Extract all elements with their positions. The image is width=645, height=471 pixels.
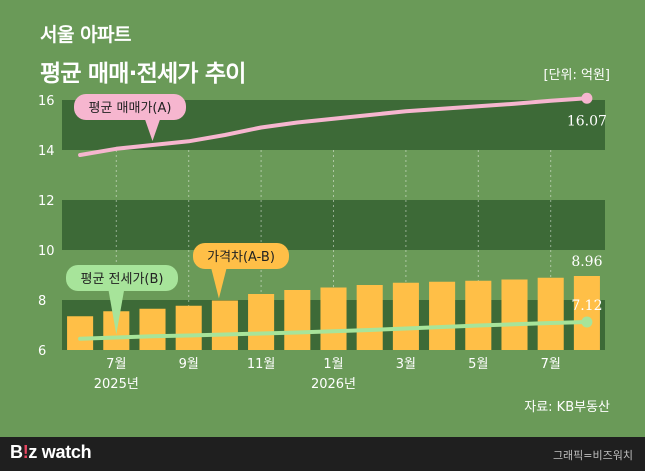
sale-price-callout-pointer — [144, 118, 161, 141]
x-tick-label: 7월 — [541, 357, 561, 372]
sale-price-end-label: 16.07 — [567, 113, 607, 129]
sale-price-callout-text: 평균 매매가(A) — [89, 101, 172, 116]
jeonse-price-end-label: 7.12 — [571, 298, 602, 314]
bar-gap-2026-06 — [501, 279, 528, 350]
logo-watch: watch — [37, 442, 92, 462]
bar-gap-2026-02 — [356, 285, 383, 350]
grid-band-1 — [62, 200, 605, 250]
bar-gap-2026-05 — [465, 280, 492, 350]
jeonse-price-callout-pointer — [108, 289, 125, 335]
bar-gap-2026-08 — [573, 276, 600, 350]
chart-title-line1: 서울 아파트 — [40, 24, 132, 46]
x-tick-label: 11월 — [247, 357, 276, 372]
jeonse-price-line-end-marker — [581, 316, 593, 328]
x-tick-label: 9월 — [179, 357, 199, 372]
source-label: 자료: KB부동산 — [524, 400, 610, 415]
chart-area: 6 8 10 12 14 16 16.07 8.96 7.12 평균 매매가(A) 가격차(A-B)… — [38, 92, 607, 392]
bar-gap-2025-12 — [284, 290, 311, 350]
sale-price-line-end-marker — [581, 92, 593, 104]
y-tick-label: 12 — [38, 194, 55, 209]
bar-gap-2025-11 — [248, 294, 275, 350]
x-tick-label: 7월 — [106, 357, 126, 372]
x-tick-label: 5월 — [468, 357, 488, 372]
y-tick-label: 14 — [38, 144, 55, 159]
sale-price-callout-box — [74, 94, 186, 120]
sale-price-line — [78, 96, 589, 157]
gap-callout-pointer — [210, 267, 227, 299]
chart-title-line2: 평균 매매·전세가 추이 — [40, 61, 246, 87]
y-tick-label: 8 — [38, 294, 46, 309]
bar-gap-2026-01 — [320, 287, 347, 350]
logo-colon: ! — [22, 442, 29, 462]
gap-callout-box — [193, 243, 289, 269]
logo-z: z — [28, 442, 38, 462]
y-tick-label: 16 — [38, 94, 55, 109]
graphic-credit: 그래픽=비즈워치 — [552, 449, 633, 462]
x-tick-year-label: 2026년 — [311, 377, 356, 392]
jeonse-price-line — [78, 320, 589, 341]
x-tick-label: 3월 — [396, 357, 416, 372]
y-tick-label: 6 — [38, 344, 46, 359]
jeonse-price-callout-box — [66, 265, 178, 291]
bar-gap-2025-10 — [211, 300, 238, 350]
jeonse-price-callout-text: 평균 전세가(B) — [81, 272, 164, 287]
bizwatch-logo: B!z watch — [10, 442, 92, 463]
bar-gap-2025-06 — [67, 316, 94, 350]
bar-gap-2025-09 — [175, 305, 202, 350]
bar-gap-2025-08 — [139, 308, 166, 350]
x-tick-label: 1월 — [323, 357, 343, 372]
logo-b: B — [10, 442, 23, 462]
gap-callout-text: 가격차(A-B) — [207, 250, 275, 265]
footer-bar: B!z watch 그래픽=비즈워치 — [0, 437, 645, 471]
bar-gap-2026-07 — [537, 277, 564, 350]
unit-label: [단위: 억원] — [543, 68, 611, 83]
bar-gap-2026-04 — [429, 281, 456, 350]
gap-end-label: 8.96 — [571, 254, 602, 270]
bar-gap-2026-03 — [392, 282, 419, 350]
y-tick-label: 10 — [38, 244, 55, 259]
x-tick-year-label: 2025년 — [94, 377, 139, 392]
